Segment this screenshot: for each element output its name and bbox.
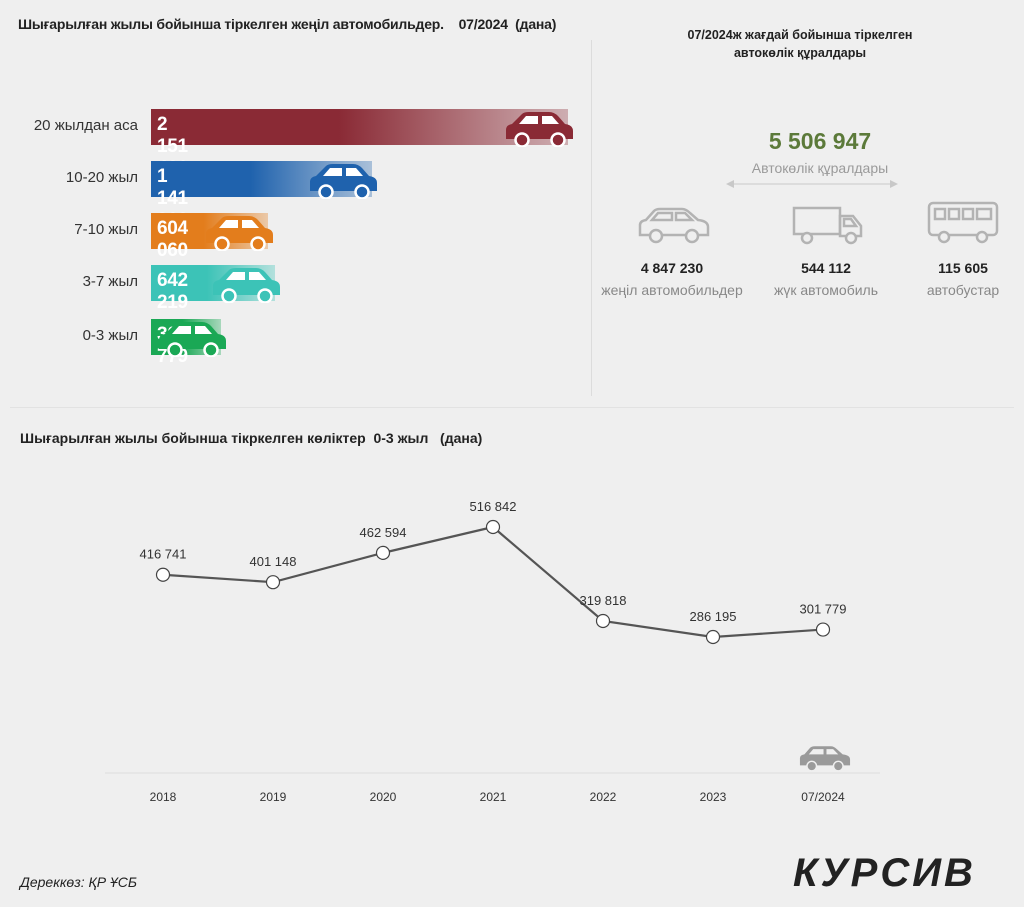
bar — [151, 109, 568, 145]
x-tick-label: 07/2024 — [801, 790, 845, 804]
total-label: Автокөлік құралдары — [751, 160, 889, 176]
bar-value-label: 642 219 — [157, 270, 188, 313]
buses-value: 115 605 — [938, 260, 988, 276]
split-arrows — [726, 180, 898, 188]
bar-category-label: 7-10 жыл — [74, 221, 138, 238]
data-point — [815, 622, 831, 637]
trucks-label: жүк автомобиль — [773, 282, 879, 298]
data-label: 401 148 — [250, 554, 297, 569]
data-point — [485, 519, 501, 535]
bar-chart-title: Шығарылған жылы бойынша тіркелген жеңіл … — [18, 16, 557, 32]
x-tick-label: 2021 — [480, 790, 507, 804]
x-tick-label: 2023 — [700, 790, 727, 804]
line-chart: 416 741 2018 401 148 2019 462 594 2020 516 842… — [105, 499, 880, 804]
x-tick-label: 2020 — [370, 790, 397, 804]
x-tick-label: 2018 — [150, 790, 177, 804]
vertical-divider — [591, 40, 592, 396]
bar-category-label: 0-3 жыл — [82, 327, 138, 344]
data-label: 319 818 — [580, 593, 627, 608]
x-tick-label: 2022 — [590, 790, 617, 804]
data-point — [595, 613, 611, 629]
bar-category-label: 3-7 жыл — [82, 273, 138, 290]
car-icon — [638, 207, 710, 244]
car-icon — [310, 164, 378, 199]
total-value: 5 506 947 — [768, 128, 872, 154]
data-label: 416 741 — [140, 547, 187, 562]
kursiv-logo: КУРСИВ — [793, 851, 976, 895]
car-icon — [206, 216, 274, 251]
bus-icon — [927, 201, 999, 244]
summary-title-line1: 07/2024ж жағдай бойынша тіркелген — [687, 28, 913, 42]
cars-label: жеңіл автомобильдер — [601, 282, 743, 298]
car-icon — [506, 112, 573, 147]
data-point — [265, 575, 281, 590]
car-icon — [799, 746, 851, 772]
source-note: Дереккөз: ҚР ҰСБ — [20, 874, 137, 890]
data-point — [375, 545, 391, 560]
data-label: 516 842 — [470, 499, 517, 514]
data-point — [155, 567, 171, 582]
summary-title: 07/2024ж жағдай бойынша тіркелген автокө… — [600, 26, 1000, 62]
data-label: 301 779 — [800, 602, 847, 617]
car-icon — [213, 268, 281, 303]
bar-category-label: 10-20 жыл — [65, 169, 138, 186]
data-point — [705, 629, 721, 645]
buses-label: автобустар — [926, 282, 1000, 298]
horizontal-divider — [10, 407, 1014, 408]
data-label: 286 195 — [690, 609, 737, 624]
car-icon — [159, 322, 226, 357]
line-chart-title: Шығарылған жылы бойынша тікркелген көлік… — [20, 430, 483, 446]
bar-value-label: 604 060 — [157, 218, 188, 261]
summary-title-line2: автокөлік құралдары — [733, 46, 867, 60]
cars-value: 4 847 230 — [640, 260, 704, 276]
truck-icon — [792, 206, 863, 245]
x-tick-label: 2019 — [260, 790, 287, 804]
bar-category-label: 20 жылдан аса — [33, 117, 138, 134]
trucks-value: 544 112 — [801, 260, 851, 276]
data-label: 462 594 — [360, 525, 407, 540]
